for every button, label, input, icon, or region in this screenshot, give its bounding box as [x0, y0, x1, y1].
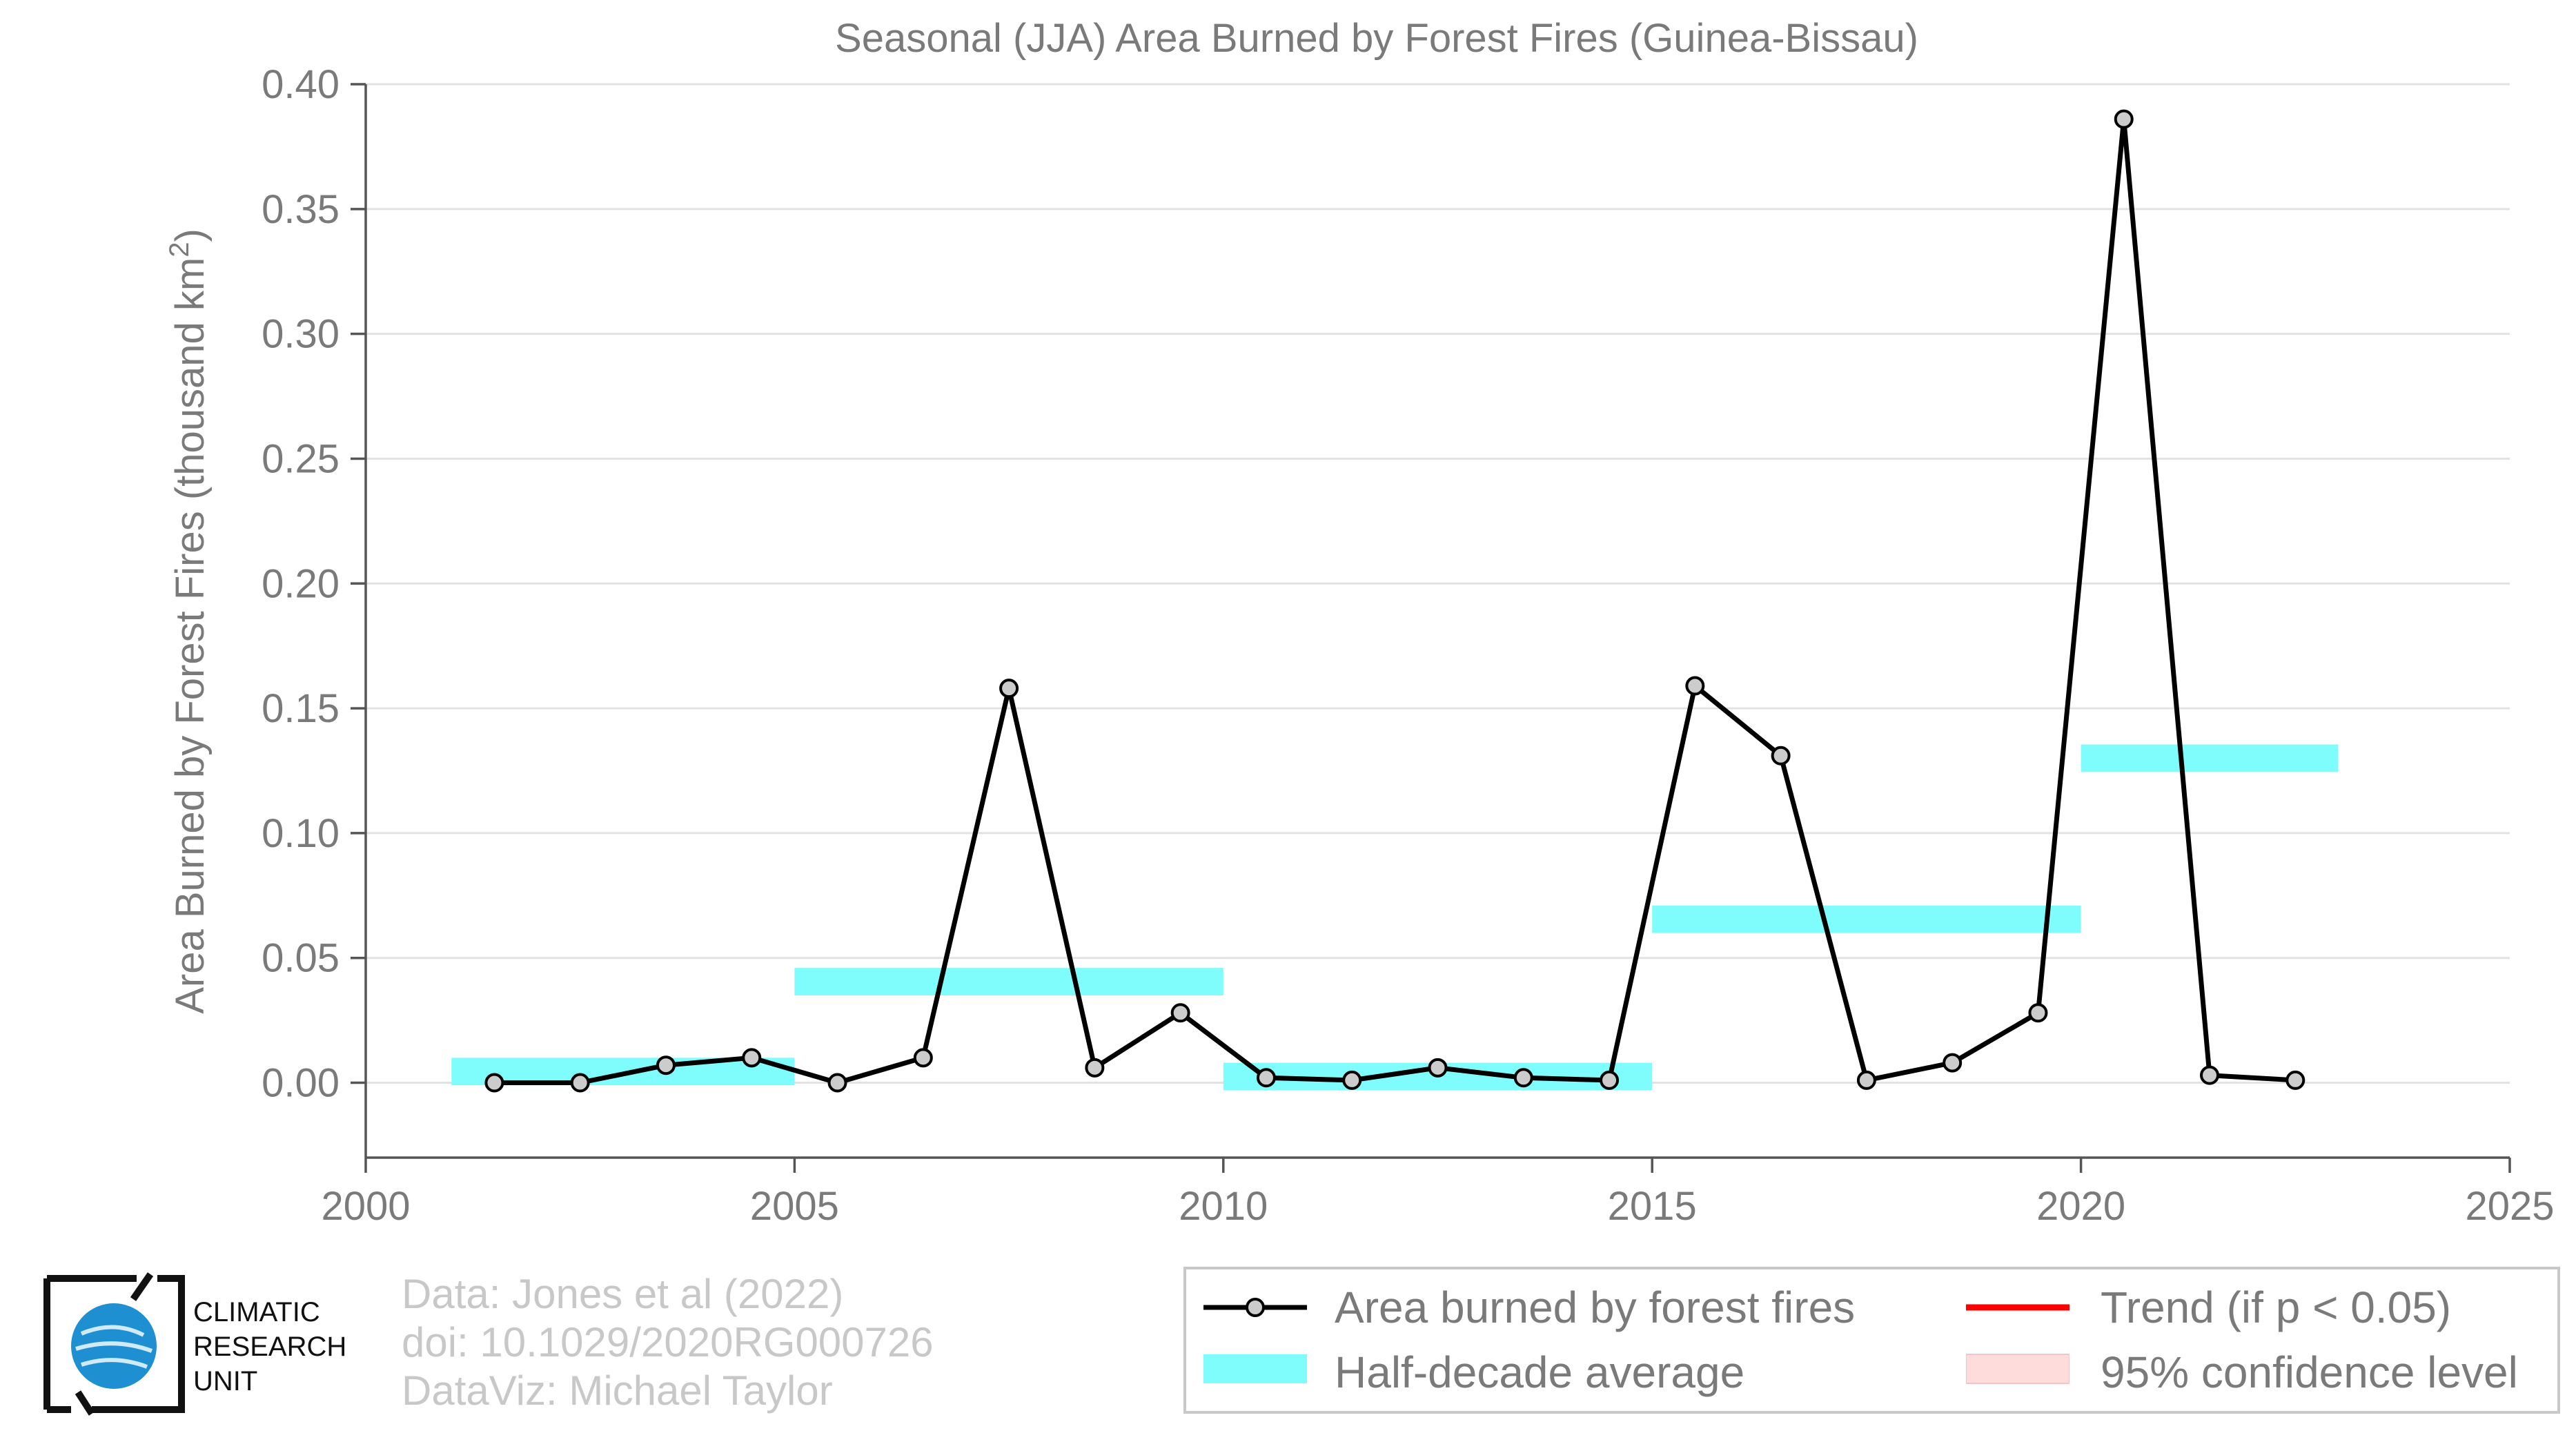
legend-label-half-decade-average: Half-decade average	[1335, 1347, 1745, 1397]
legend-label-confidence: 95% confidence level	[2101, 1347, 2518, 1397]
credit-dataviz: DataViz: Michael Taylor	[402, 1367, 833, 1414]
area-burned-series	[484, 109, 2305, 1093]
data-point	[1685, 676, 1705, 696]
y-tick-label: 0.10	[262, 811, 340, 856]
logo-line-3: UNIT	[193, 1366, 258, 1396]
legend-label-trend: Trend (if p < 0.05)	[2101, 1283, 2452, 1332]
legend-symbol-trend	[1966, 1304, 2069, 1311]
x-tick-labels: 2000 2005 2010 2015 2020 2025	[321, 1158, 2555, 1229]
y-tick-label: 0.40	[262, 62, 340, 107]
data-point	[2285, 1070, 2305, 1090]
cru-logo	[40, 1272, 188, 1416]
x-tick-label: 2020	[2036, 1184, 2125, 1229]
data-point	[1170, 1003, 1190, 1023]
data-point	[484, 1073, 504, 1093]
data-point	[1342, 1070, 1362, 1090]
grid	[366, 83, 2510, 1084]
credit-data-source: Data: Jones et al (2022)	[402, 1271, 844, 1317]
y-tick-label: 0.20	[262, 561, 340, 606]
half-decade-average-bar	[794, 968, 1223, 995]
data-point	[1428, 1058, 1448, 1078]
area-burned-line	[494, 117, 2296, 1085]
data-point	[2200, 1065, 2220, 1085]
y-tick-label: 0.35	[262, 187, 340, 232]
y-tick-label: 0.25	[262, 436, 340, 481]
x-tick-label: 2015	[1608, 1184, 1697, 1229]
x-tick-label: 2000	[321, 1184, 410, 1229]
data-point	[2028, 1003, 2048, 1023]
y-tick-labels: 0.00 0.05 0.10 0.15 0.20 0.25 0.30 0.35 0.40	[262, 62, 366, 1106]
legend: Area burned by forest fires Trend (if p …	[1183, 1267, 2560, 1414]
half-decade-average-bar	[2081, 744, 2339, 772]
logo-line-2: RESEARCH	[193, 1332, 347, 1362]
globe-icon	[43, 1272, 185, 1416]
data-point	[1771, 746, 1791, 766]
half-decade-average-bars	[451, 744, 2339, 1091]
data-point	[1513, 1068, 1533, 1088]
data-point	[827, 1073, 847, 1093]
x-tick-label: 2010	[1179, 1184, 1268, 1229]
data-point	[742, 1048, 762, 1068]
legend-symbol-area-burned	[1203, 1298, 1307, 1317]
cru-logo-text: CLIMATIC RESEARCH UNIT	[193, 1295, 346, 1399]
legend-symbol-half-decade-average	[1203, 1354, 1307, 1383]
legend-symbol-confidence	[1966, 1354, 2069, 1384]
y-tick-label: 0.05	[262, 936, 340, 981]
data-point	[913, 1048, 933, 1068]
x-tick-label: 2005	[750, 1184, 839, 1229]
data-point	[999, 679, 1019, 699]
data-point	[1256, 1068, 1276, 1088]
data-point	[1085, 1058, 1105, 1078]
y-axis-label: Area Burned by Forest Fires (thousand km…	[164, 228, 213, 1014]
chart-title: Seasonal (JJA) Area Burned by Forest Fir…	[835, 16, 1918, 61]
half-decade-average-bar	[1652, 905, 2081, 933]
data-credits: Data: Jones et al (2022) doi: 10.1029/20…	[402, 1270, 934, 1415]
y-tick-label: 0.15	[262, 686, 340, 731]
axes	[364, 84, 2510, 1159]
data-point	[1943, 1053, 1963, 1073]
logo-line-1: CLIMATIC	[193, 1297, 320, 1327]
data-point	[1856, 1070, 1876, 1090]
data-point	[2114, 109, 2134, 129]
legend-label-area-burned: Area burned by forest fires	[1335, 1283, 1856, 1332]
y-tick-label: 0.00	[262, 1061, 340, 1106]
data-point	[656, 1055, 676, 1075]
credit-doi: doi: 10.1029/2020RG000726	[402, 1319, 934, 1365]
x-tick-label: 2025	[2465, 1184, 2554, 1229]
data-point	[570, 1073, 590, 1093]
y-tick-label: 0.30	[262, 312, 340, 357]
data-point	[1600, 1070, 1620, 1090]
